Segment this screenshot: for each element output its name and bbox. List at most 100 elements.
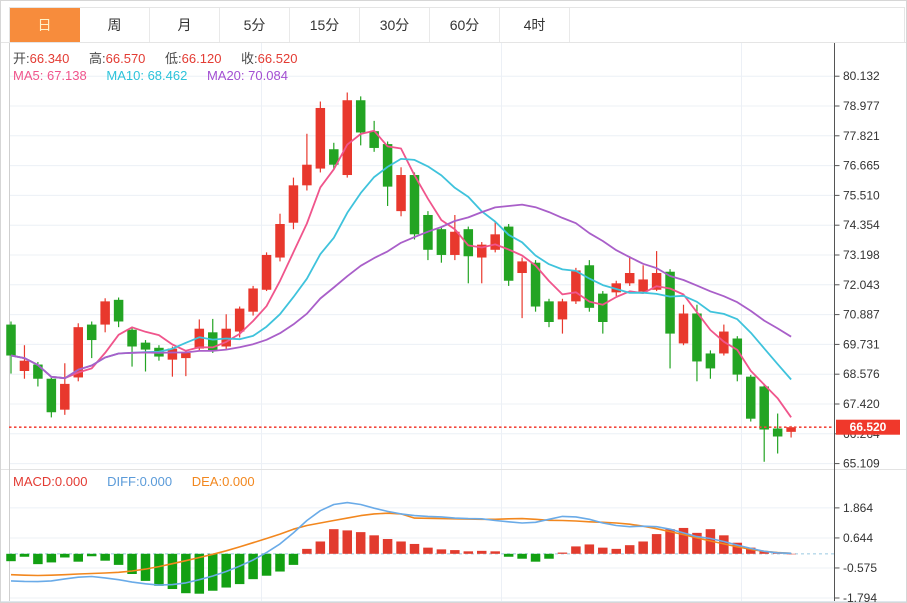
- macd-bar: [369, 535, 379, 554]
- candle: [342, 100, 352, 176]
- macd-bar: [234, 553, 245, 585]
- candle: [450, 231, 460, 255]
- macd-bar: [409, 543, 420, 554]
- candle: [786, 427, 796, 432]
- macd-bar: [113, 553, 124, 565]
- macd-legend: MACD:0.000 DIFF:0.000 DEA:0.000: [13, 474, 271, 489]
- price-axis-label: 73.198: [843, 248, 880, 262]
- macd-axis-label: 1.864: [843, 501, 873, 515]
- macd-bar: [692, 532, 702, 554]
- price-axis-label: 65.109: [843, 457, 880, 471]
- candle: [73, 327, 83, 378]
- candle: [557, 301, 568, 320]
- ohlc-legend: 开:66.340 高:66.570 低:66.120 收:66.520: [13, 48, 313, 67]
- macd-bar: [544, 553, 554, 559]
- candle: [584, 265, 595, 308]
- candle: [248, 288, 258, 312]
- candle: [288, 185, 299, 223]
- candle: [208, 332, 218, 351]
- macd-bar: [746, 547, 756, 554]
- macd-bar: [651, 534, 662, 554]
- ma20-value: MA20: 70.084: [206, 68, 288, 83]
- macd-bar: [181, 553, 191, 594]
- price-axis-label: 68.576: [843, 367, 880, 381]
- price-axis-label: 69.731: [843, 337, 880, 351]
- candle: [113, 299, 124, 322]
- open-value: 开:66.340: [13, 51, 70, 66]
- candle: [60, 383, 70, 410]
- macd-bar: [60, 553, 70, 558]
- macd-bar: [571, 546, 581, 554]
- macd-axis-label: -0.575: [843, 561, 877, 575]
- price-axis-label: 78.977: [843, 99, 880, 113]
- tab-week[interactable]: 周: [80, 8, 150, 42]
- candle: [234, 308, 245, 332]
- price-axis-label: 70.887: [843, 308, 880, 322]
- candle: [382, 144, 393, 187]
- macd-bar: [678, 527, 689, 554]
- macd-bar: [288, 553, 299, 565]
- candle: [517, 261, 527, 274]
- macd-bar: [503, 553, 514, 557]
- price-axis-label: 76.665: [843, 159, 880, 173]
- macd-bar: [46, 553, 57, 563]
- price-axis-label: 67.420: [843, 397, 880, 411]
- dea-value: DEA:0.000: [191, 474, 255, 489]
- macd-bar: [638, 541, 648, 554]
- macd-bar: [557, 552, 568, 554]
- diff-line: [10, 501, 792, 586]
- tab-60min[interactable]: 60分: [430, 8, 500, 42]
- candle: [302, 164, 312, 186]
- close-value: 收:66.520: [241, 51, 298, 66]
- candle: [692, 313, 702, 362]
- macd-bar: [167, 553, 178, 590]
- candle: [275, 224, 285, 258]
- macd-bar: [611, 548, 621, 554]
- candle: [396, 175, 406, 212]
- candle: [624, 273, 635, 284]
- macd-bar: [436, 549, 447, 554]
- tab-4hour[interactable]: 4时: [500, 8, 570, 42]
- candle: [127, 329, 137, 347]
- candle: [477, 244, 487, 258]
- candle: [329, 149, 339, 165]
- macd-bar: [329, 529, 339, 554]
- candle: [611, 283, 621, 293]
- macd-bar: [665, 529, 675, 554]
- candle: [638, 279, 648, 292]
- candle: [705, 353, 716, 369]
- macd-bar: [786, 553, 796, 555]
- ma20-line: [10, 203, 792, 380]
- macd-axis-label: -1.794: [843, 591, 877, 603]
- macd-bar: [450, 550, 460, 554]
- tab-15min[interactable]: 15分: [290, 8, 360, 42]
- tab-month[interactable]: 月: [150, 8, 220, 42]
- macd-bar: [598, 547, 608, 554]
- price-axis-label: 72.043: [843, 278, 880, 292]
- macd-bar: [302, 548, 312, 554]
- macd-bar: [140, 553, 151, 581]
- candle: [772, 428, 783, 437]
- macd-bar: [463, 551, 474, 554]
- macd-bar: [248, 553, 258, 580]
- candle: [409, 175, 420, 235]
- macd-bar: [261, 553, 272, 576]
- price-axis-label: 74.354: [843, 218, 880, 232]
- ma10-value: MA10: 68.462: [106, 68, 188, 83]
- macd-axis-label: 0.644: [843, 531, 873, 545]
- tab-5min[interactable]: 5分: [220, 8, 290, 42]
- candle: [746, 376, 756, 419]
- macd-bar: [477, 550, 487, 554]
- tab-day[interactable]: 日: [10, 8, 80, 42]
- macd-bar: [584, 544, 595, 554]
- macd-bar: [208, 553, 218, 591]
- tab-30min[interactable]: 30分: [360, 8, 430, 42]
- candle: [544, 301, 554, 323]
- price-axis-label: 77.821: [843, 129, 880, 143]
- macd-bar: [732, 542, 743, 554]
- ma5-line: [10, 129, 792, 418]
- candle: [33, 364, 43, 379]
- macd-bar: [100, 553, 110, 561]
- high-value: 高:66.570: [89, 51, 146, 66]
